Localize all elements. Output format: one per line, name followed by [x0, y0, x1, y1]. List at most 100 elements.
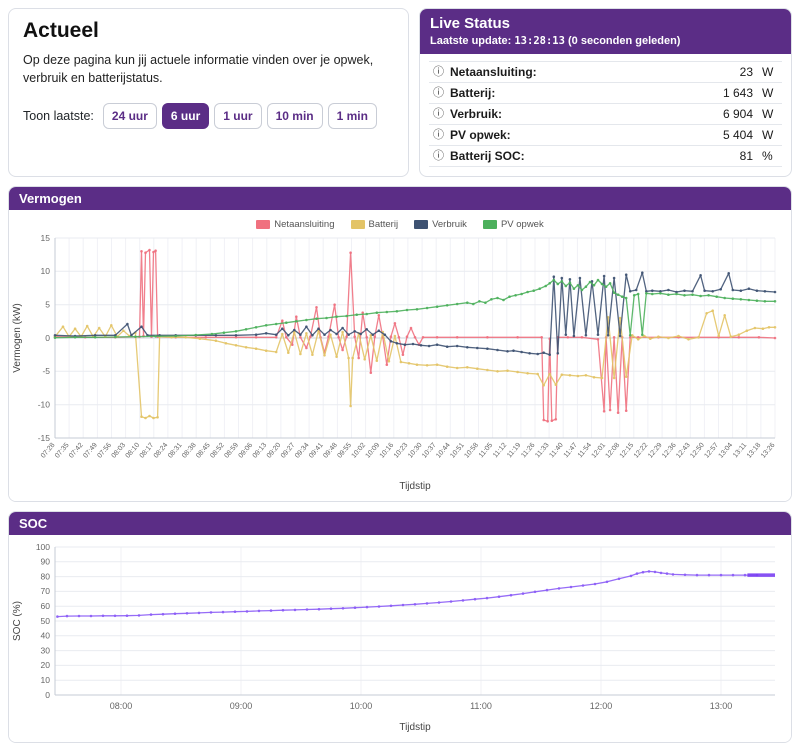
status-label: PV opwek:	[450, 128, 511, 142]
status-label: Netaansluiting:	[450, 65, 537, 79]
svg-text:07:28: 07:28	[40, 442, 57, 460]
svg-text:12:08: 12:08	[605, 442, 622, 460]
svg-text:12:57: 12:57	[703, 442, 720, 460]
range-button-group: 24 uur 6 uur 1 uur 10 min 1 min	[102, 103, 377, 130]
range-button-24-uur[interactable]: 24 uur	[102, 103, 157, 130]
live-status-header: Live Status Laatste update: 13:28:13 (0 …	[420, 9, 791, 54]
info-icon[interactable]: ⓘ	[433, 65, 444, 78]
vermogen-section-header: Vermogen	[9, 187, 791, 210]
svg-text:08:38: 08:38	[181, 442, 198, 460]
status-label: Batterij SOC:	[450, 149, 525, 163]
status-value: 6 904	[722, 107, 753, 121]
svg-text:09:06: 09:06	[238, 442, 255, 460]
svg-text:11:33: 11:33	[534, 442, 550, 460]
svg-text:08:45: 08:45	[195, 442, 212, 460]
vermogen-legend: Netaansluiting Batterij Verbruik PV opwek	[9, 212, 791, 230]
legend-label: PV opwek	[500, 219, 544, 230]
svg-text:08:00: 08:00	[110, 701, 133, 711]
svg-text:09:41: 09:41	[308, 442, 325, 460]
svg-text:10:09: 10:09	[365, 442, 382, 460]
soc-chart: 0 10 20 30 40 50 60 70 80 90 100 08:00 09:00 10:00 11:…	[12, 542, 775, 733]
vermogen-section-body: Netaansluiting Batterij Verbruik PV opwek -…	[9, 210, 791, 501]
range-button-10-min[interactable]: 10 min	[266, 103, 323, 130]
svg-text:10:23: 10:23	[393, 442, 410, 460]
last-update-line: Laatste update: 13:28:13 (0 seconden gel…	[430, 35, 781, 47]
soc-section-body: 0 10 20 30 40 50 60 70 80 90 100 08:00 09:00 10:00 11:…	[9, 535, 791, 742]
last-update-time: 13:28:13	[514, 35, 565, 47]
vermogen-section: Vermogen Netaansluiting Batterij Verbruik P…	[8, 186, 792, 502]
status-unit: W	[762, 128, 774, 142]
svg-text:13:04: 13:04	[718, 442, 735, 460]
status-unit: W	[762, 107, 774, 121]
legend-item-netaansluiting[interactable]: Netaansluiting	[256, 219, 335, 230]
svg-text:30: 30	[41, 645, 51, 655]
legend-swatch	[350, 220, 365, 229]
svg-text:-10: -10	[38, 400, 51, 410]
svg-text:09:20: 09:20	[266, 442, 283, 460]
svg-text:09:00: 09:00	[230, 701, 253, 711]
svg-text:11:40: 11:40	[548, 442, 564, 460]
svg-text:10:00: 10:00	[350, 701, 373, 711]
live-status-title: Live Status	[430, 15, 511, 32]
svg-text:Vermogen (kW): Vermogen (kW)	[12, 303, 23, 372]
svg-text:07:35: 07:35	[54, 442, 71, 460]
soc-section: SOC 0 10 20 30 40 50 60 70 80 90 100 08:00 09:00 10:0…	[8, 511, 792, 743]
svg-text:10:02: 10:02	[351, 442, 368, 460]
intro-card: Actueel Op deze pagina kun jij actuele i…	[8, 8, 409, 177]
svg-text:10:44: 10:44	[435, 442, 452, 460]
svg-text:13:00: 13:00	[710, 701, 733, 711]
page-description: Op deze pagina kun jij actuele informati…	[23, 53, 374, 86]
svg-text:08:59: 08:59	[223, 442, 240, 460]
svg-text:Tijdstip: Tijdstip	[399, 722, 431, 733]
legend-item-pv-opwek[interactable]: PV opwek	[482, 219, 544, 230]
svg-text:08:24: 08:24	[153, 442, 170, 460]
range-button-1-min[interactable]: 1 min	[327, 103, 377, 130]
svg-text:10:58: 10:58	[463, 442, 480, 460]
svg-text:08:31: 08:31	[167, 442, 184, 460]
info-icon[interactable]: ⓘ	[433, 128, 444, 141]
svg-text:0: 0	[45, 333, 50, 343]
svg-text:10:37: 10:37	[421, 442, 438, 460]
svg-text:12:01: 12:01	[591, 442, 608, 460]
svg-text:10: 10	[41, 675, 51, 685]
status-value: 1 643	[722, 86, 753, 100]
svg-text:11:26: 11:26	[520, 442, 536, 460]
legend-item-batterij[interactable]: Batterij	[350, 219, 398, 230]
legend-swatch	[482, 220, 497, 229]
svg-text:-5: -5	[42, 366, 50, 376]
svg-text:12:22: 12:22	[633, 442, 650, 460]
range-button-6-uur[interactable]: 6 uur	[161, 103, 210, 130]
svg-text:-15: -15	[38, 433, 51, 443]
svg-text:20: 20	[41, 660, 51, 670]
legend-item-verbruik[interactable]: Verbruik	[414, 219, 467, 230]
svg-text:80: 80	[41, 571, 51, 581]
svg-text:12:15: 12:15	[619, 442, 636, 460]
table-row: ⓘ Batterij SOC: 81 %	[429, 146, 782, 167]
range-selector: Toon laatste: 24 uur 6 uur 1 uur 10 min …	[23, 103, 394, 130]
svg-text:60: 60	[41, 601, 51, 611]
svg-text:13:11: 13:11	[732, 442, 748, 460]
vermogen-chart: -15-10-505101507:2807:3507:4207:4907:560…	[12, 233, 777, 492]
soc-section-header: SOC	[9, 512, 791, 535]
status-label: Verbruik:	[450, 107, 503, 121]
info-icon[interactable]: ⓘ	[433, 149, 444, 162]
status-value: 81	[739, 149, 753, 163]
info-icon[interactable]: ⓘ	[433, 107, 444, 120]
svg-text:15: 15	[41, 233, 51, 243]
info-icon[interactable]: ⓘ	[433, 86, 444, 99]
svg-text:11:05: 11:05	[478, 442, 494, 460]
svg-text:09:13: 09:13	[252, 442, 269, 460]
legend-label: Netaansluiting	[274, 219, 335, 230]
svg-text:10:30: 10:30	[407, 442, 424, 460]
range-button-1-uur[interactable]: 1 uur	[214, 103, 262, 130]
svg-text:100: 100	[36, 542, 50, 552]
top-row: Actueel Op deze pagina kun jij actuele i…	[8, 8, 792, 177]
table-row: ⓘ Batterij: 1 643 W	[429, 83, 782, 104]
live-status-body: ⓘ Netaansluiting: 23 W ⓘ Batterij: 1 643…	[420, 54, 791, 176]
svg-text:Tijdstip: Tijdstip	[399, 481, 431, 492]
svg-text:5: 5	[45, 300, 50, 310]
status-value: 23	[739, 65, 753, 79]
svg-text:11:00: 11:00	[470, 701, 492, 711]
svg-text:12:43: 12:43	[675, 442, 692, 460]
